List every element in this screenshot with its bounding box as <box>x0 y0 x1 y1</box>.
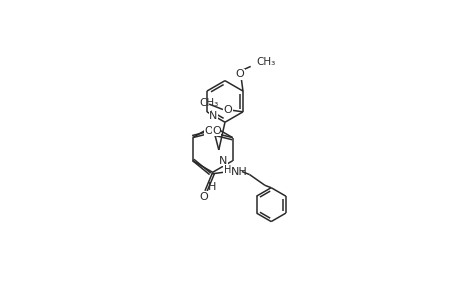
Text: O: O <box>204 126 213 136</box>
Text: N: N <box>218 156 227 166</box>
Text: NH: NH <box>230 167 247 176</box>
Text: O: O <box>212 126 220 136</box>
Text: H: H <box>207 182 216 192</box>
Text: H: H <box>223 165 230 176</box>
Text: O: O <box>223 105 231 115</box>
Text: O: O <box>235 69 244 79</box>
Text: O: O <box>199 192 207 202</box>
Text: CH₃: CH₃ <box>256 57 275 67</box>
Text: CH₃: CH₃ <box>199 98 218 108</box>
Text: N: N <box>209 112 217 122</box>
